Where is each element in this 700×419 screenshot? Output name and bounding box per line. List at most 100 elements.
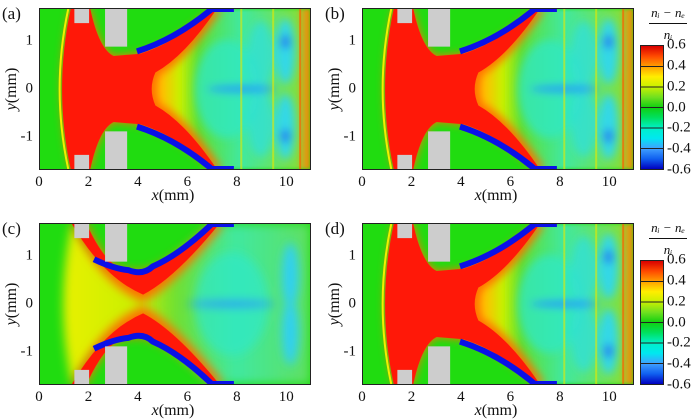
x-tick-label: 8 xyxy=(233,174,241,190)
y-axis-variable: y xyxy=(326,318,343,326)
y-axis-variable: y xyxy=(326,103,343,111)
colorbar-tick-label: 0.6 xyxy=(667,36,686,53)
colorbar-tick-label: 0.0 xyxy=(667,314,686,330)
electron-sheath-top xyxy=(137,9,234,51)
x-tick-label: 6 xyxy=(506,174,515,190)
colorbar-tick-label: 0.4 xyxy=(667,57,686,74)
x-axis-label: x(mm) xyxy=(152,187,195,205)
x-axis-label: x(mm) xyxy=(475,402,518,419)
colorbar-tick-label: 0.2 xyxy=(667,293,686,310)
x-axis-unit: (mm) xyxy=(481,402,518,419)
colorbar-tick-label: -0.2 xyxy=(667,119,691,136)
x-tick-label: 2 xyxy=(84,174,93,190)
x-tick-label: 8 xyxy=(556,174,564,190)
striations xyxy=(564,224,623,384)
electrode-large-bottom xyxy=(428,131,451,169)
x-tick-label: 4 xyxy=(134,174,142,190)
y-tick-label: 1 xyxy=(25,247,34,264)
dense-plume xyxy=(385,224,540,384)
x-tick-label: 8 xyxy=(233,389,241,405)
y-axis-unit: (mm) xyxy=(326,67,343,104)
cyan-regions xyxy=(194,18,296,160)
x-tick-label: 0 xyxy=(358,389,366,405)
electron-sheath-bottom xyxy=(94,336,234,384)
electrode-small-top xyxy=(74,224,90,239)
x-tick-label: 6 xyxy=(183,389,192,405)
shock-front xyxy=(383,9,392,169)
panel-label: (c) xyxy=(2,219,21,238)
x-tick-label: 6 xyxy=(506,389,515,405)
colorbar-tick-label: 0.4 xyxy=(667,272,686,289)
x-axis-variable: x xyxy=(474,402,482,419)
y-tick-label: 1 xyxy=(25,32,34,49)
colorbar-title: nᵢ − nₑ nᵢ xyxy=(636,220,700,258)
y-axis-label: y(mm) xyxy=(326,283,344,326)
y-axis-unit: (mm) xyxy=(326,282,343,319)
electrode-large-top xyxy=(428,9,451,47)
heatmap-image xyxy=(40,9,310,169)
electrode-small-bottom xyxy=(74,369,90,384)
y-axis-label: y(mm) xyxy=(3,68,21,111)
y-tick-label: 0 xyxy=(25,80,34,97)
electrode-small-top xyxy=(397,9,413,24)
y-tick-label: -1 xyxy=(343,343,357,360)
x-axis-variable: x xyxy=(151,187,159,204)
x-tick-label: 6 xyxy=(183,174,192,190)
electrode-large-bottom xyxy=(105,131,128,169)
y-axis-label: y(mm) xyxy=(326,68,344,111)
electrode-small-top xyxy=(397,224,413,239)
electrode-large-bottom xyxy=(105,346,128,384)
electron-sheath-bottom xyxy=(137,127,234,169)
heatmap-image xyxy=(40,224,310,384)
y-axis-variable: y xyxy=(3,103,20,111)
y-tick-label: -1 xyxy=(20,343,34,360)
electrodes xyxy=(74,9,128,169)
panel-label: (b) xyxy=(325,4,345,23)
colorbar xyxy=(640,45,664,170)
dense-plume xyxy=(62,9,217,169)
panel-label: (a) xyxy=(2,4,21,23)
y-axis-variable: y xyxy=(3,318,20,326)
colorbar-tick-label: 0.0 xyxy=(667,99,686,115)
x-tick-label: 10 xyxy=(601,389,617,405)
x-tick-label: 4 xyxy=(457,174,465,190)
heatmap-panel xyxy=(39,223,311,385)
electrode-small-bottom xyxy=(397,369,413,384)
cyan-regions xyxy=(517,18,619,160)
heatmap-panel xyxy=(362,223,634,385)
colorbar-title: nᵢ − nₑ nᵢ xyxy=(636,5,700,43)
striations xyxy=(564,9,623,169)
colorbar-tick-label: 0.6 xyxy=(667,251,686,268)
cyan-regions xyxy=(517,233,619,375)
heatmap-panel xyxy=(39,8,311,170)
x-axis-unit: (mm) xyxy=(158,187,195,204)
electrode-large-top xyxy=(105,9,128,47)
heatmap-panel xyxy=(362,8,634,170)
x-tick-label: 0 xyxy=(35,174,43,190)
x-tick-label: 0 xyxy=(358,174,366,190)
y-tick-label: -1 xyxy=(20,128,34,145)
x-tick-label: 2 xyxy=(84,389,93,405)
electrode-small-bottom xyxy=(397,154,413,169)
shock-front xyxy=(60,9,69,169)
electrode-large-bottom xyxy=(428,346,451,384)
x-tick-label: 8 xyxy=(556,389,564,405)
electron-sheath-top xyxy=(460,224,557,266)
electrodes xyxy=(74,224,128,384)
y-axis-unit: (mm) xyxy=(3,282,20,319)
x-tick-label: 2 xyxy=(407,389,416,405)
x-axis-unit: (mm) xyxy=(158,402,195,419)
shock-front xyxy=(383,224,392,384)
dense-plume xyxy=(385,9,540,169)
y-tick-label: 1 xyxy=(348,32,357,49)
x-tick-label: 4 xyxy=(457,389,465,405)
colorbar-title-denominator: nᵢ xyxy=(663,27,673,42)
electron-sheath-bottom xyxy=(460,342,557,384)
electron-sheath-top xyxy=(460,9,557,51)
x-tick-label: 10 xyxy=(278,389,294,405)
cyan-regions xyxy=(187,242,299,366)
electrode-small-bottom xyxy=(74,154,90,169)
x-axis-unit: (mm) xyxy=(481,187,518,204)
x-axis-variable: x xyxy=(151,402,159,419)
colorbar xyxy=(640,260,664,385)
